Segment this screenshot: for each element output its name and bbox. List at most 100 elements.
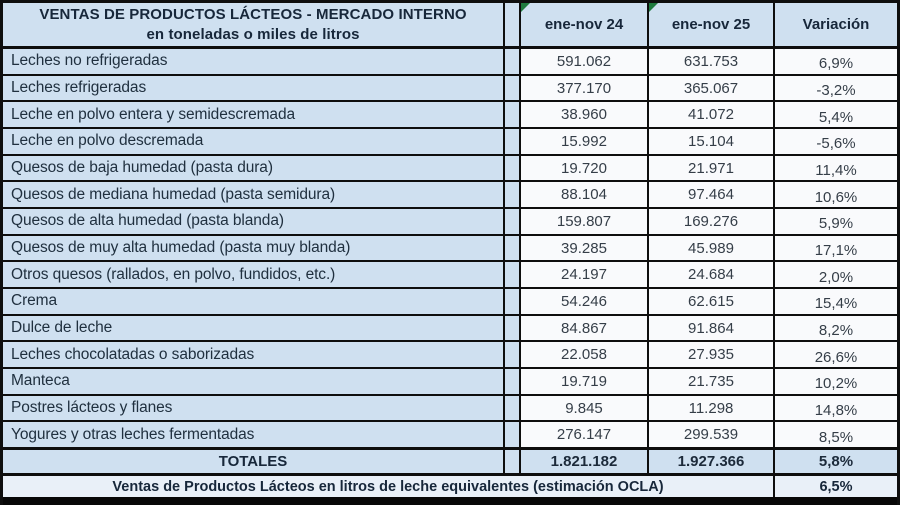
- value-2024-cell: 19.719: [521, 369, 649, 394]
- spacer-cell: [505, 422, 521, 448]
- spacer-cell: [505, 3, 521, 46]
- column-header-label: ene-nov 25: [671, 16, 751, 33]
- table-row: Leches no refrigeradas 591.062 631.753 6…: [3, 49, 897, 76]
- spacer-cell: [505, 102, 521, 128]
- spacer-cell: [505, 49, 521, 74]
- totals-label-cell: TOTALES: [3, 450, 505, 474]
- spacer-cell: [505, 450, 521, 474]
- value-2024-cell: 276.147: [521, 422, 649, 448]
- totals-2025-cell: 1.927.366: [649, 450, 775, 474]
- variation-cell: 5,4%: [775, 102, 897, 128]
- variation-cell: 26,6%: [775, 342, 897, 368]
- spacer-cell: [505, 75, 521, 101]
- variation-cell: 2,0%: [775, 262, 897, 288]
- totals-variation-cell: 5,8%: [775, 450, 897, 474]
- table-row: Postres lácteos y flanes 9.845 11.298 14…: [3, 395, 897, 423]
- spacer-cell: [505, 289, 521, 314]
- value-2024-cell: 591.062: [521, 49, 649, 74]
- product-name-cell: Leches no refrigeradas: [3, 49, 505, 74]
- product-name-cell: Leches refrigeradas: [3, 75, 505, 101]
- variation-cell: 17,1%: [775, 235, 897, 261]
- variation-cell: -3,2%: [775, 75, 897, 101]
- totals-row: TOTALES 1.821.182 1.927.366 5,8%: [3, 450, 897, 477]
- product-name-cell: Quesos de muy alta humedad (pasta muy bl…: [3, 235, 505, 261]
- value-2024-cell: 22.058: [521, 342, 649, 368]
- value-2024-cell: 15.992: [521, 129, 649, 154]
- variation-cell: 10,2%: [775, 369, 897, 394]
- table-title-line2: en toneladas o miles de litros: [146, 25, 360, 43]
- product-name-cell: Quesos de baja humedad (pasta dura): [3, 155, 505, 181]
- table-row: Leches chocolatadas o saborizadas 22.058…: [3, 342, 897, 370]
- table-row: Leche en polvo descremada 15.992 15.104 …: [3, 129, 897, 156]
- product-name-cell: Leches chocolatadas o saborizadas: [3, 342, 505, 368]
- value-2025-cell: 45.989: [649, 235, 775, 261]
- table-title-line1: VENTAS DE PRODUCTOS LÁCTEOS - MERCADO IN…: [39, 5, 467, 23]
- product-name-cell: Leche en polvo entera y semidescremada: [3, 102, 505, 128]
- table-row: Quesos de baja humedad (pasta dura) 19.7…: [3, 155, 897, 183]
- variation-cell: 6,9%: [775, 49, 897, 74]
- table-header-row: VENTAS DE PRODUCTOS LÁCTEOS - MERCADO IN…: [3, 3, 897, 49]
- value-2024-cell: 9.845: [521, 395, 649, 421]
- value-2025-cell: 21.735: [649, 369, 775, 394]
- footer-variation-cell: 6,5%: [775, 476, 897, 498]
- product-name-cell: Manteca: [3, 369, 505, 394]
- value-2025-cell: 631.753: [649, 49, 775, 74]
- variation-cell: 15,4%: [775, 289, 897, 314]
- product-name-cell: Otros quesos (rallados, en polvo, fundid…: [3, 262, 505, 288]
- value-2025-cell: 21.971: [649, 155, 775, 181]
- product-name-cell: Postres lácteos y flanes: [3, 395, 505, 421]
- value-2024-cell: 24.197: [521, 262, 649, 288]
- column-header-variacion: Variación: [775, 3, 897, 46]
- table-bottom-border: [3, 497, 897, 505]
- value-2025-cell: 27.935: [649, 342, 775, 368]
- spacer-cell: [505, 155, 521, 181]
- spacer-cell: [505, 209, 521, 234]
- product-name-cell: Quesos de mediana humedad (pasta semidur…: [3, 182, 505, 208]
- variation-cell: 10,6%: [775, 182, 897, 208]
- table-row: Quesos de alta humedad (pasta blanda) 15…: [3, 209, 897, 236]
- table-row: Manteca 19.719 21.735 10,2%: [3, 369, 897, 396]
- table-row: Quesos de mediana humedad (pasta semidur…: [3, 182, 897, 210]
- table-title-cell: VENTAS DE PRODUCTOS LÁCTEOS - MERCADO IN…: [3, 3, 505, 46]
- spacer-cell: [505, 182, 521, 208]
- table-row: Otros quesos (rallados, en polvo, fundid…: [3, 262, 897, 290]
- cell-corner-marker-icon: [649, 3, 658, 12]
- value-2025-cell: 299.539: [649, 422, 775, 448]
- variation-cell: -5,6%: [775, 129, 897, 154]
- spacer-cell: [505, 369, 521, 394]
- cell-corner-marker-icon: [521, 3, 530, 12]
- product-name-cell: Yogures y otras leches fermentadas: [3, 422, 505, 448]
- footer-row: Ventas de Productos Lácteos en litros de…: [3, 476, 897, 498]
- value-2025-cell: 169.276: [649, 209, 775, 234]
- spacer-cell: [505, 395, 521, 421]
- footer-label-cell: Ventas de Productos Lácteos en litros de…: [3, 476, 775, 498]
- table-row: Dulce de leche 84.867 91.864 8,2%: [3, 315, 897, 343]
- column-header-ene-nov-25: ene-nov 25: [649, 3, 775, 46]
- spacer-cell: [505, 315, 521, 341]
- totals-2024-cell: 1.821.182: [521, 450, 649, 474]
- table-row: Quesos de muy alta humedad (pasta muy bl…: [3, 235, 897, 263]
- value-2024-cell: 19.720: [521, 155, 649, 181]
- product-name-cell: Dulce de leche: [3, 315, 505, 341]
- value-2024-cell: 377.170: [521, 75, 649, 101]
- product-name-cell: Quesos de alta humedad (pasta blanda): [3, 209, 505, 234]
- variation-cell: 8,5%: [775, 422, 897, 448]
- value-2025-cell: 11.298: [649, 395, 775, 421]
- value-2025-cell: 91.864: [649, 315, 775, 341]
- value-2025-cell: 97.464: [649, 182, 775, 208]
- value-2024-cell: 159.807: [521, 209, 649, 234]
- value-2024-cell: 88.104: [521, 182, 649, 208]
- value-2024-cell: 84.867: [521, 315, 649, 341]
- column-header-ene-nov-24: ene-nov 24: [521, 3, 649, 46]
- spacer-cell: [505, 342, 521, 368]
- spacer-cell: [505, 129, 521, 154]
- column-header-label: ene-nov 24: [544, 16, 624, 33]
- table-row: Yogures y otras leches fermentadas 276.1…: [3, 422, 897, 451]
- value-2025-cell: 24.684: [649, 262, 775, 288]
- value-2025-cell: 41.072: [649, 102, 775, 128]
- table-row: Leches refrigeradas 377.170 365.067 -3,2…: [3, 75, 897, 103]
- value-2024-cell: 54.246: [521, 289, 649, 314]
- variation-cell: 11,4%: [775, 155, 897, 181]
- table-row: Leche en polvo entera y semidescremada 3…: [3, 102, 897, 130]
